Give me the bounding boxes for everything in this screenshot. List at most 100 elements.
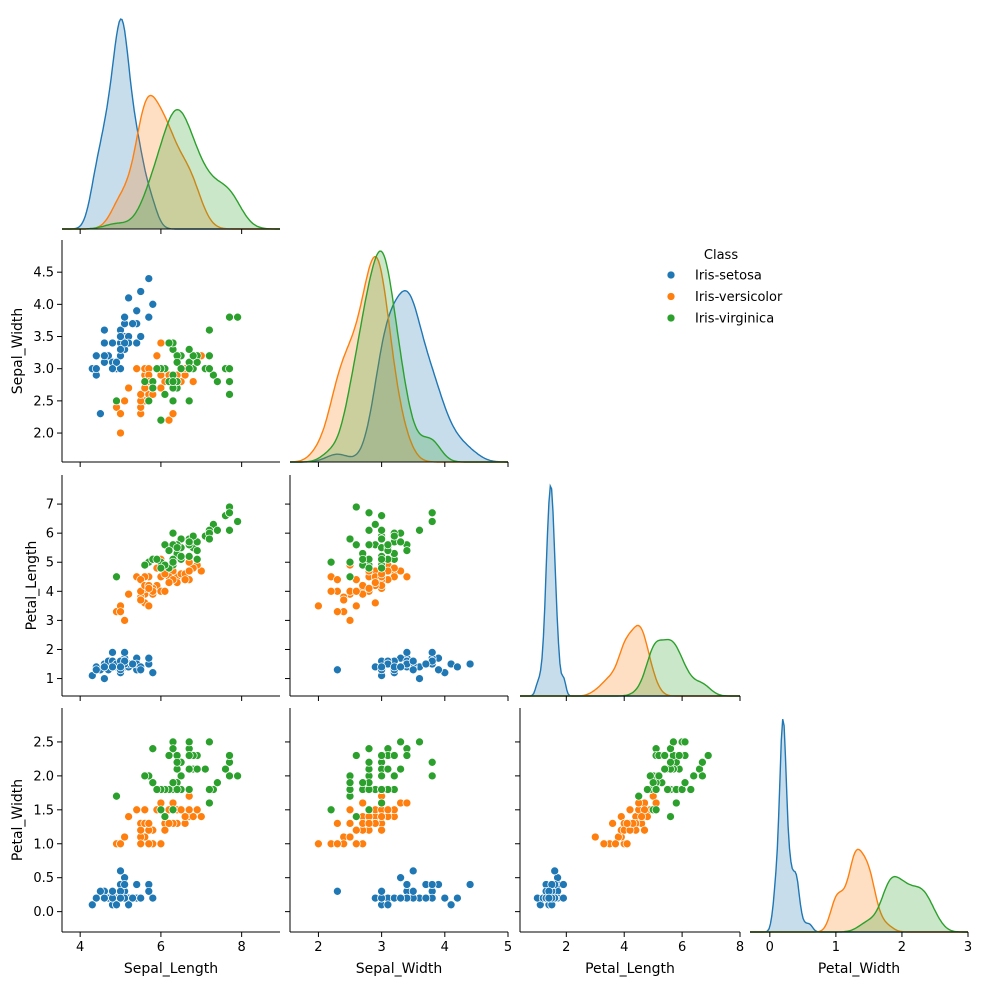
data-point <box>351 825 361 835</box>
data-point <box>383 540 393 550</box>
data-point <box>333 886 342 896</box>
data-point <box>120 312 129 322</box>
data-point <box>364 508 374 518</box>
data-point <box>132 364 142 374</box>
data-point <box>168 778 178 788</box>
data-point <box>396 537 405 547</box>
data-point <box>192 546 202 555</box>
legend-marker <box>666 270 676 280</box>
data-point <box>128 659 137 669</box>
data-point <box>453 662 462 672</box>
data-point <box>136 839 146 849</box>
data-point <box>402 546 412 555</box>
data-point <box>465 659 475 669</box>
data-point <box>140 377 150 386</box>
data-point <box>339 595 349 605</box>
data-point <box>358 778 368 788</box>
data-point <box>421 893 431 903</box>
data-point <box>221 764 230 774</box>
data-point <box>91 364 101 374</box>
data-point <box>184 552 194 561</box>
kde-panel-petal-width <box>750 719 968 933</box>
data-point <box>168 528 178 538</box>
data-point <box>345 557 355 567</box>
data-point <box>326 805 336 815</box>
data-point <box>427 648 437 657</box>
kde-fill-iris-versicolor <box>62 95 280 229</box>
data-point <box>364 819 374 828</box>
data-point <box>427 508 437 518</box>
data-point <box>144 396 154 406</box>
data-point <box>453 893 462 903</box>
x-tick-label: 6 <box>678 940 686 955</box>
y-tick-label: 2.5 <box>33 735 54 750</box>
legend-entry-label: Iris-setosa <box>695 269 762 284</box>
kde-fill-iris-virginica <box>62 109 280 229</box>
kde-panel-sepal-length <box>62 18 280 230</box>
data-point <box>172 357 182 367</box>
data-point <box>108 648 117 657</box>
data-point <box>377 554 386 564</box>
data-point <box>205 798 214 808</box>
data-point <box>599 839 609 849</box>
kde-panel-sepal-width <box>290 250 508 463</box>
data-point <box>651 785 661 794</box>
data-point <box>345 819 355 828</box>
data-point <box>116 662 125 672</box>
data-point <box>686 785 696 794</box>
x-tick-label: 1 <box>832 940 840 955</box>
legend-marker <box>666 292 676 301</box>
kde-panel-petal-length <box>520 483 740 697</box>
data-point <box>544 893 554 903</box>
data-point <box>120 616 129 625</box>
data-point <box>370 520 380 529</box>
x-tick-label: 5 <box>504 940 512 955</box>
data-point <box>144 584 154 593</box>
data-point <box>326 557 336 567</box>
data-point <box>176 771 186 781</box>
data-point <box>136 287 146 296</box>
y-tick-label: 4.5 <box>33 266 54 281</box>
y-tick-label: 3.5 <box>33 330 54 345</box>
data-point <box>209 520 218 529</box>
data-point <box>205 364 214 374</box>
data-point <box>172 543 182 553</box>
data-point <box>120 880 129 889</box>
kde-fill-iris-virginica <box>520 639 740 696</box>
data-point <box>333 839 342 849</box>
kde-line-iris-virginica <box>62 108 280 230</box>
y-tick-label: 5 <box>46 556 54 571</box>
data-point <box>172 785 182 794</box>
data-point <box>671 798 681 808</box>
data-point <box>666 757 675 767</box>
y-tick-label: 1.5 <box>33 803 54 818</box>
data-point <box>184 566 194 576</box>
data-point <box>415 674 424 683</box>
data-point <box>116 428 125 438</box>
data-point <box>180 575 190 585</box>
data-point <box>389 531 399 541</box>
data-point <box>213 778 222 788</box>
data-point <box>100 325 109 335</box>
data-point <box>660 764 670 774</box>
kde-fill-iris-setosa <box>520 486 740 696</box>
data-point <box>132 880 142 889</box>
data-point <box>124 383 133 393</box>
x-tick-label: 4 <box>76 940 84 955</box>
data-point <box>144 819 154 828</box>
data-point <box>156 338 166 348</box>
data-point <box>351 812 361 821</box>
data-point <box>402 751 412 760</box>
data-point <box>136 390 146 399</box>
data-point <box>200 764 210 774</box>
data-point <box>377 798 386 808</box>
x-tick-label: 3 <box>964 940 972 955</box>
data-point <box>184 737 194 747</box>
data-point <box>663 785 672 794</box>
data-point <box>100 662 109 672</box>
data-point <box>333 575 342 585</box>
data-point <box>446 900 456 910</box>
data-point <box>427 757 437 767</box>
data-point <box>396 662 405 672</box>
